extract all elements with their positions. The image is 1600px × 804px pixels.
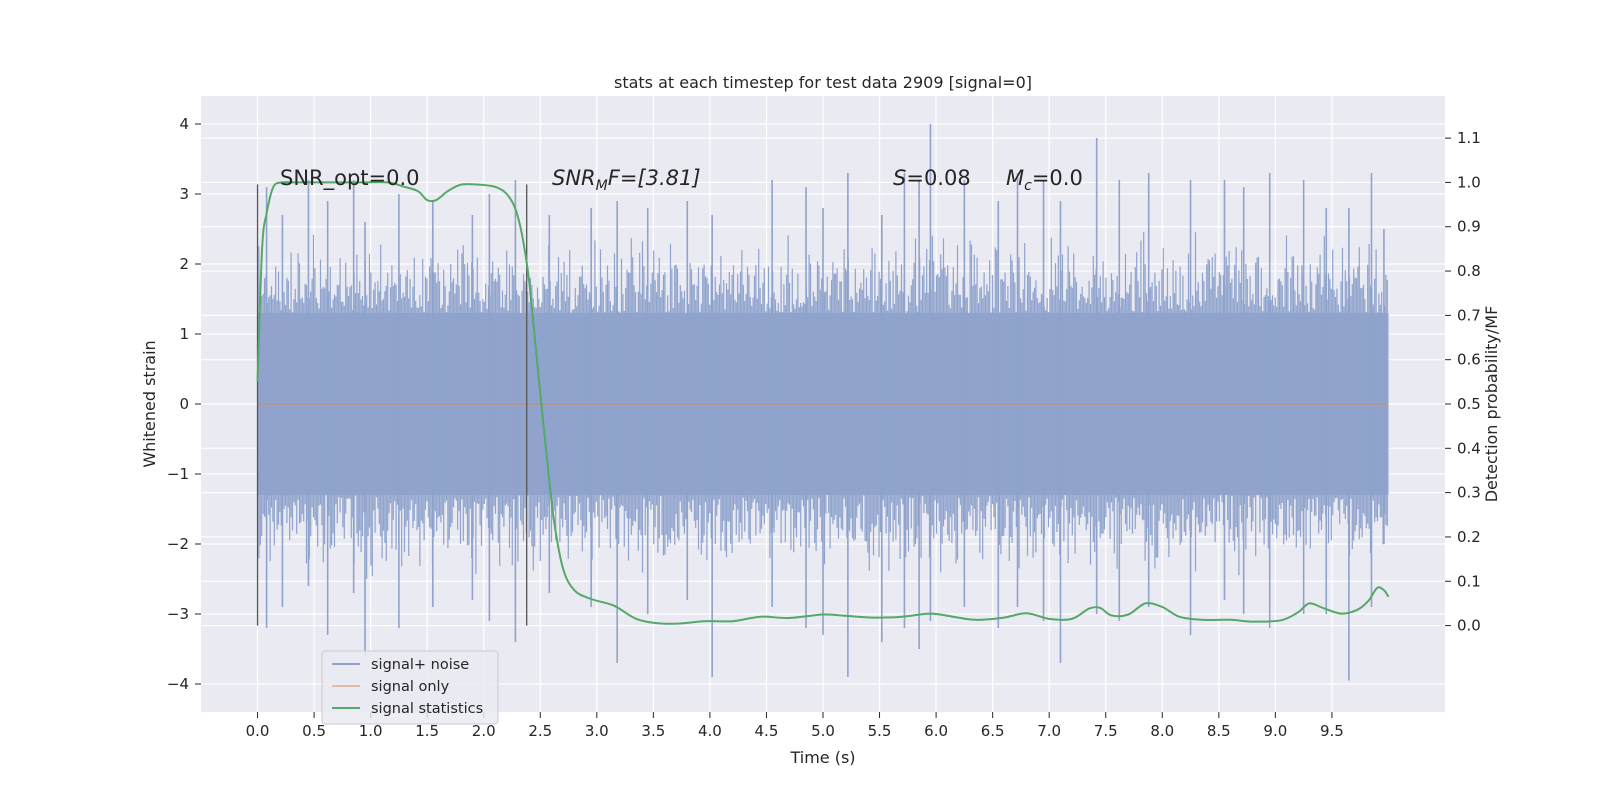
annotation-s-tail: =0.08 — [906, 166, 970, 190]
y-tick-label: 3 — [179, 185, 189, 203]
legend-box — [321, 650, 499, 725]
chart-title: stats at each timestep for test data 290… — [614, 73, 1032, 92]
x-tick-label: 9.0 — [1263, 722, 1287, 740]
x-axis-title: Time (s) — [789, 748, 855, 767]
x-tick-label: 2.5 — [528, 722, 552, 740]
annotation-snr-mf-tail: F=[3.81] — [608, 166, 701, 190]
y2-tick-label: 0.1 — [1457, 572, 1481, 590]
x-tick-label: 5.0 — [811, 722, 835, 740]
y-axis-title: Whitened strain — [140, 340, 159, 467]
axes: 0.0 0.5 1.0 1.5 2.0 2.5 3.0 3.5 4.0 4.5 5.0 5.5 6.0 6… — [167, 115, 1481, 740]
y-tick-label: −2 — [167, 535, 189, 553]
x-tick-label: 1.5 — [415, 722, 439, 740]
x-tick-label: 0.5 — [302, 722, 326, 740]
y2-tick-label: 1.0 — [1457, 173, 1481, 191]
annotation-s: S=0.08 — [893, 166, 971, 190]
signal-statistics-series — [256, 181, 1390, 625]
x-tick-label: 3.5 — [641, 722, 665, 740]
x-tick-label: 6.5 — [981, 722, 1005, 740]
y2-tick-label: 0.6 — [1457, 351, 1481, 369]
x-tick-label: 8.5 — [1207, 722, 1231, 740]
x-tick-label: 5.5 — [868, 722, 892, 740]
y2-tick-label: 0.7 — [1457, 306, 1481, 324]
legend-label-signal-statistics: signal statistics — [371, 701, 483, 717]
annotation-snr-opt: SNR_opt=0.0 — [280, 166, 420, 191]
signal-statistics-line — [256, 181, 1390, 625]
x-tick-label: 8.0 — [1150, 722, 1174, 740]
y-tick-label: 1 — [179, 325, 189, 343]
x-tick-label: 6.0 — [924, 722, 948, 740]
annotation-mc-sub: c — [1024, 178, 1032, 194]
annotation-mc-main: M — [1006, 166, 1024, 190]
x-tick-label: 7.5 — [1094, 722, 1118, 740]
y-tick-label: 0 — [179, 395, 189, 413]
legend-label-signal-noise: signal+ noise — [371, 657, 469, 673]
annotation-snr-mf-main: SNR — [552, 166, 596, 190]
legend-label-signal-only: signal only — [371, 679, 450, 695]
y2-tick-label: 0.2 — [1457, 528, 1481, 546]
legend: signal+ noise signal only signal statist… — [321, 650, 499, 725]
x-tick-label: 3.0 — [585, 722, 609, 740]
y2-tick-label: 1.1 — [1457, 129, 1481, 147]
y-tick-label: −1 — [167, 465, 189, 483]
x-tick-label: 2.0 — [472, 722, 496, 740]
x-tick-label: 0.0 — [246, 722, 270, 740]
y-tick-label: −3 — [167, 605, 189, 623]
y2-tick-label: 0.3 — [1457, 484, 1481, 502]
y-tick-label: −4 — [167, 675, 189, 693]
y2-tick-label: 0.9 — [1457, 218, 1481, 236]
annotation-snr-mf: SNRMF=[3.81] — [552, 166, 701, 194]
y2-axis-title: Detection probability/MF — [1482, 306, 1501, 503]
y-tick-label: 4 — [179, 115, 189, 133]
x-tick-label: 7.0 — [1037, 722, 1061, 740]
x-tick-label: 1.0 — [359, 722, 383, 740]
y-tick-label: 2 — [179, 255, 189, 273]
y2-tick-label: 0.5 — [1457, 395, 1481, 413]
annotation-snr-mf-sub: M — [596, 178, 608, 194]
x-tick-label: 4.5 — [755, 722, 779, 740]
annotation-s-main: S — [893, 166, 906, 190]
y2-tick-label: 0.4 — [1457, 439, 1481, 457]
y2-tick-label: 0.0 — [1457, 617, 1481, 635]
y2-tick-label: 0.8 — [1457, 262, 1481, 280]
annotation-mc-tail: =0.0 — [1032, 166, 1083, 190]
x-tick-label: 4.0 — [698, 722, 722, 740]
annotation-mc: Mc=0.0 — [1006, 166, 1083, 194]
x-tick-label: 9.5 — [1320, 722, 1344, 740]
